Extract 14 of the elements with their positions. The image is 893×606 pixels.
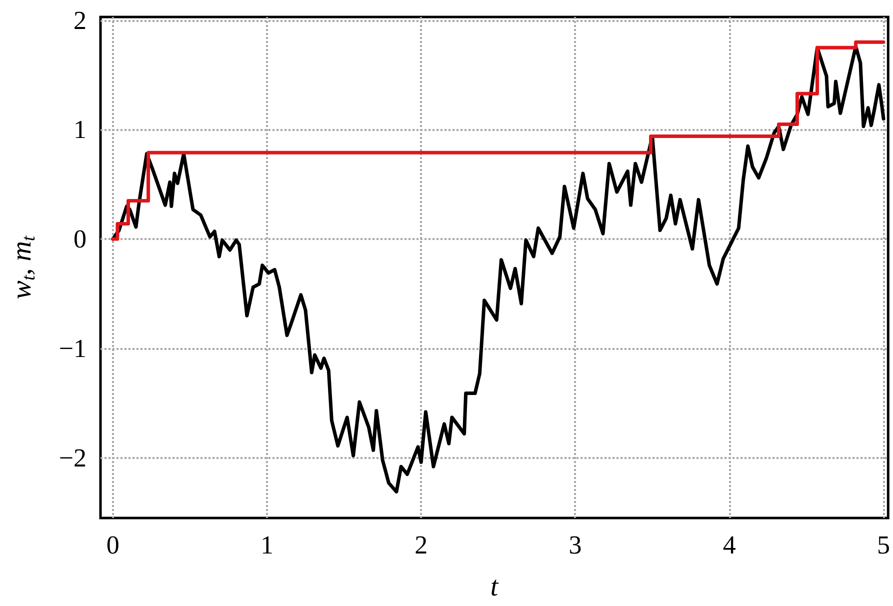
y-axis-title: wt, mt: [6, 235, 40, 300]
y-tick-label: −1: [58, 334, 86, 363]
x-tick-label: 0: [106, 530, 120, 560]
line-series: [111, 44, 886, 494]
y-tick-label: 2: [74, 6, 86, 35]
x-tick-label: 2: [414, 530, 428, 560]
x-axis-title: t: [490, 572, 500, 602]
x-tick-label: 3: [568, 530, 582, 560]
y-tick-label: 1: [74, 115, 86, 144]
x-tick-label: 1: [260, 530, 274, 560]
y-tick-label: −2: [58, 443, 86, 472]
x-tick-label: 5: [877, 530, 890, 560]
x-tick-label: 4: [722, 530, 736, 560]
y-tick-label: 0: [74, 224, 86, 254]
